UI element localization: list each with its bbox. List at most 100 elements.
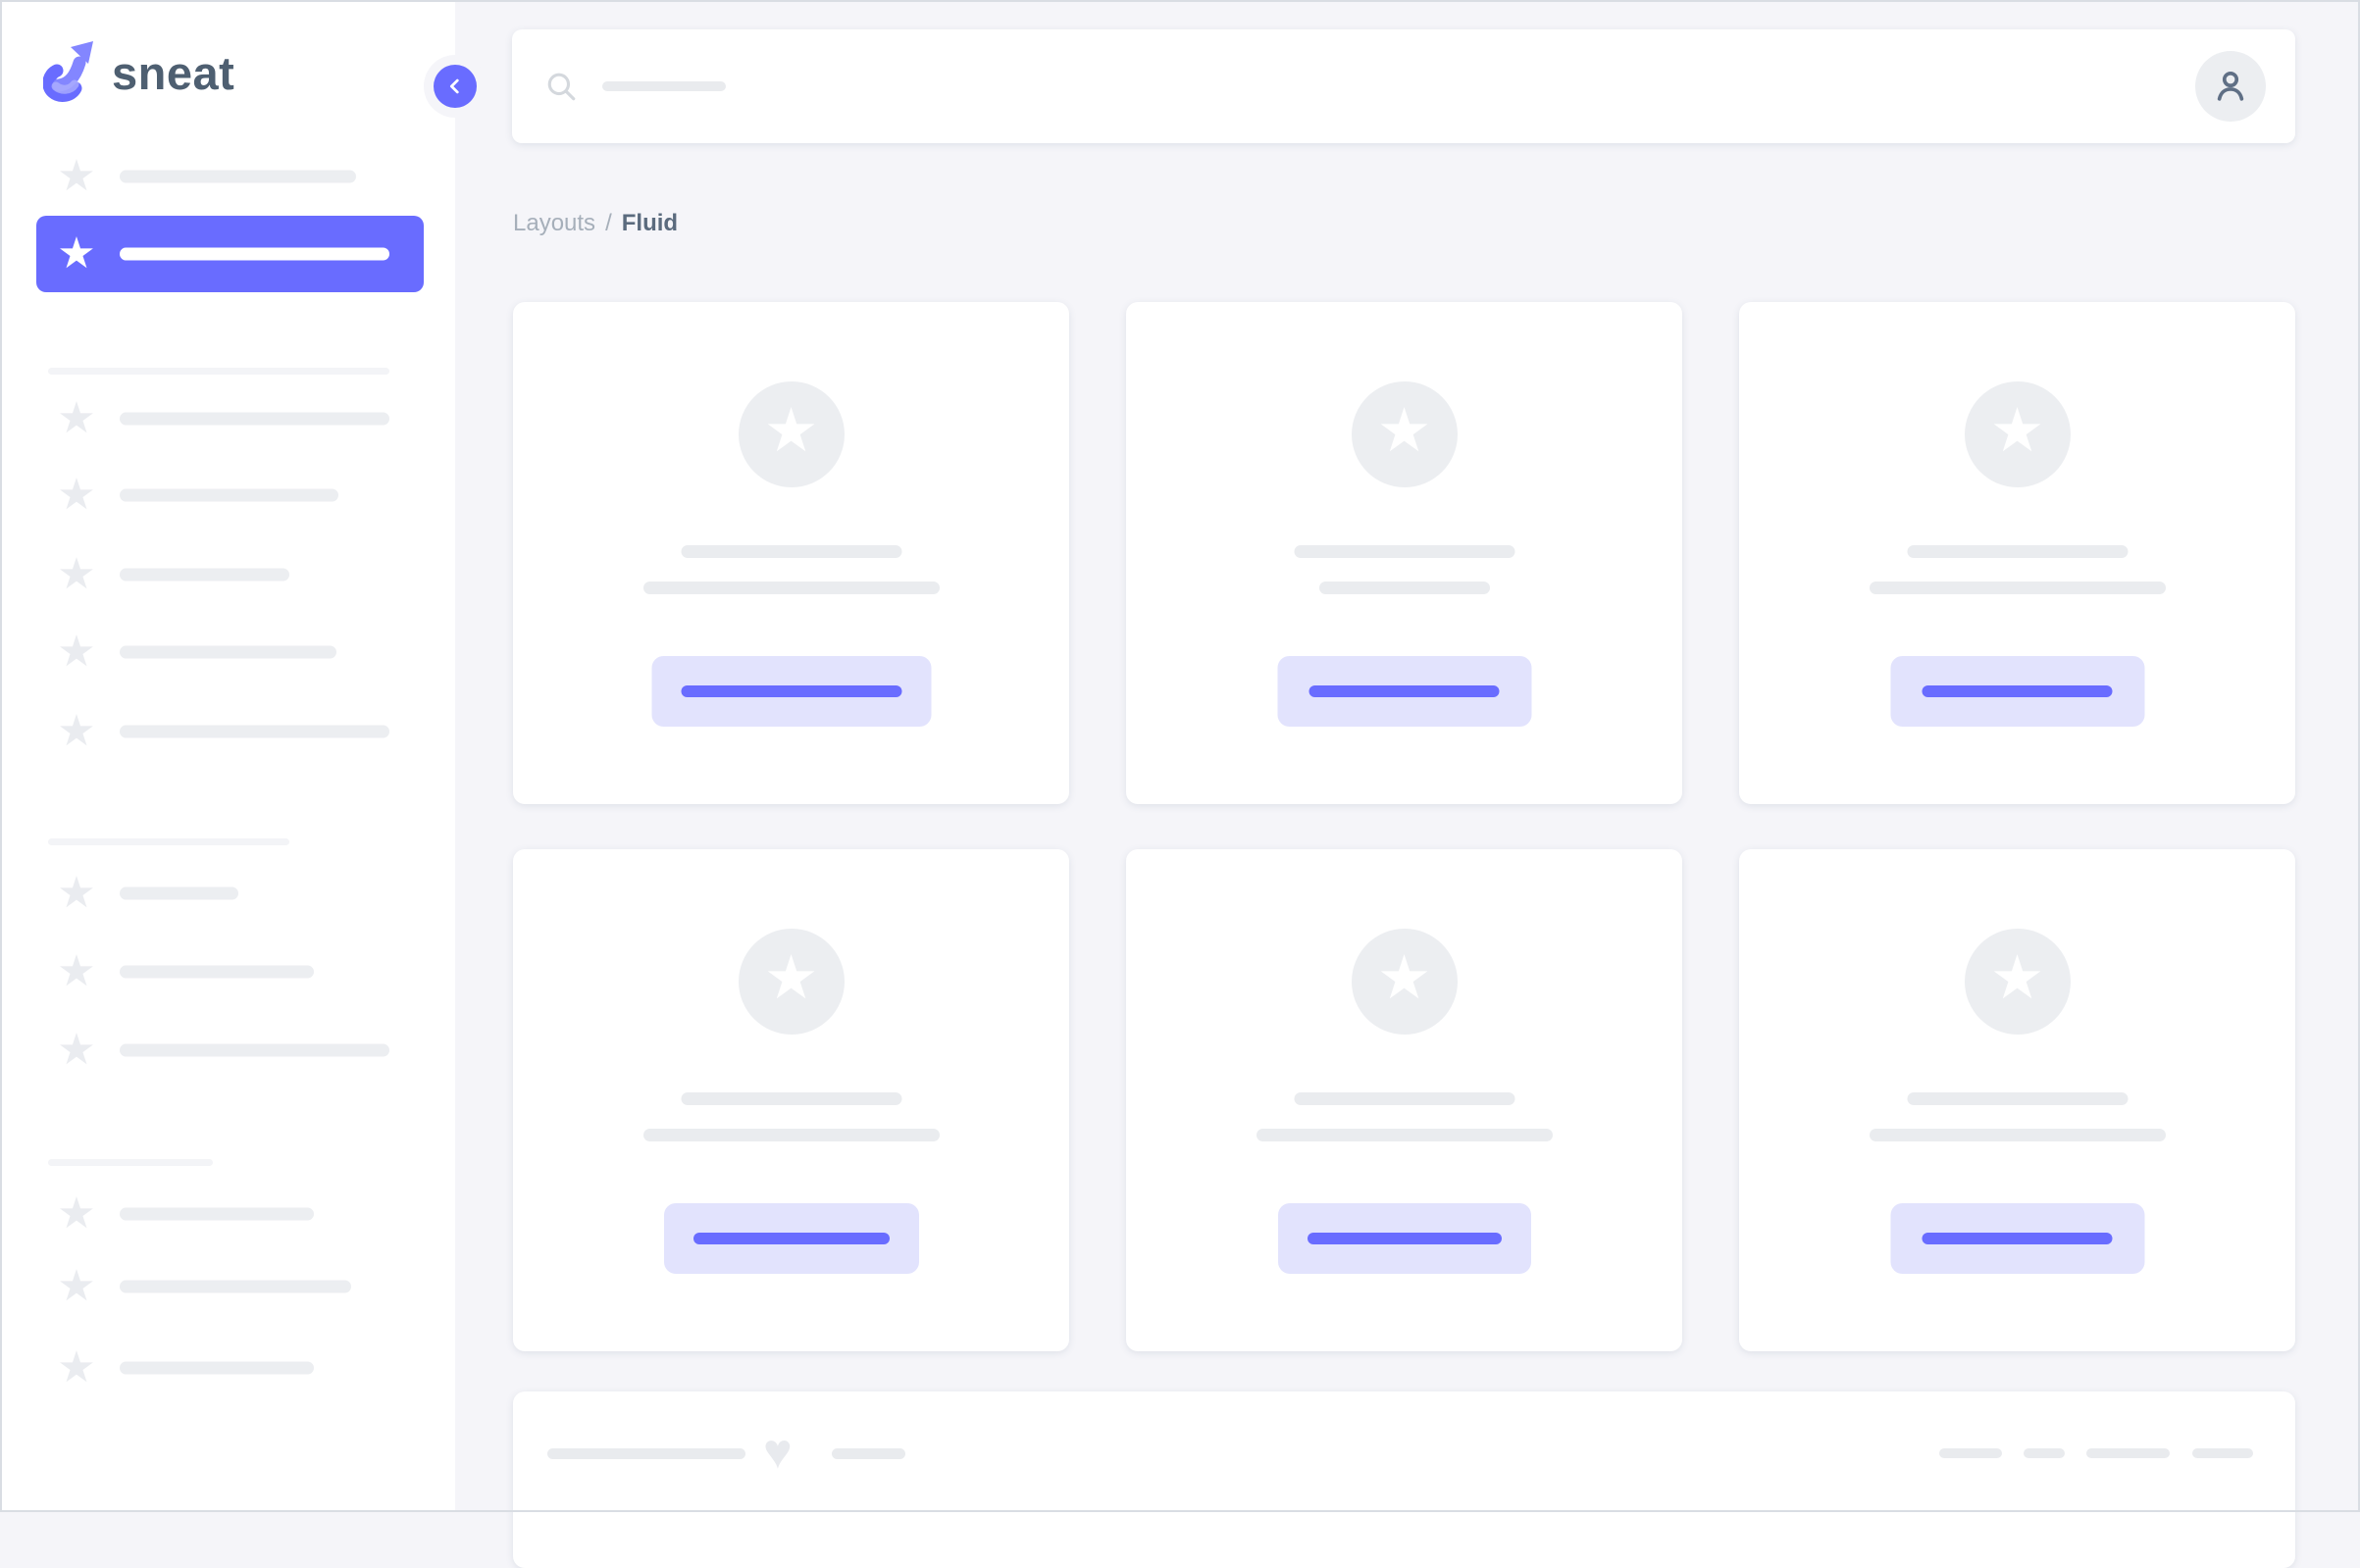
button-label-skeleton: [1307, 1233, 1502, 1244]
star-icon: ★: [1376, 944, 1432, 1012]
menu-section-divider-skeleton: [48, 368, 389, 375]
star-icon: ★: [1989, 944, 2045, 1012]
menu-item-label-skeleton: [120, 170, 356, 183]
menu-item-label-skeleton: [120, 725, 389, 738]
sidebar-menu-item[interactable]: ★: [57, 631, 400, 674]
card-title-skeleton: [1907, 1092, 2128, 1105]
top-navbar: [512, 29, 2295, 143]
sidebar-collapse-button[interactable]: [434, 65, 477, 108]
star-icon: ★: [57, 1262, 96, 1310]
card-text-skeleton: [1869, 582, 2166, 594]
layout-demo-card: ★: [1739, 302, 2295, 804]
star-icon: ★: [57, 229, 96, 278]
card-action-button[interactable]: [663, 1203, 919, 1274]
star-icon: ★: [763, 944, 819, 1012]
search-icon: [547, 73, 576, 101]
menu-item-label-skeleton: [120, 1043, 389, 1057]
layout-demo-card: ★: [513, 302, 1069, 804]
layout-demo-card: ★: [1126, 849, 1682, 1351]
sidebar-menu-item[interactable]: ★: [57, 397, 400, 440]
star-icon: ★: [57, 628, 96, 676]
sidebar-menu-item[interactable]: ★: [57, 155, 400, 198]
bottom-card-action-skeleton: [2086, 1448, 2170, 1458]
sidebar-menu: ★ ★ ★ ★ ★ ★ ★ ★ ★ ★ ★ ★ ★: [0, 0, 455, 1512]
sidebar-menu-item[interactable]: ★: [57, 950, 400, 993]
card-text-skeleton: [1256, 1129, 1553, 1141]
user-icon: [2217, 71, 2244, 101]
navbar-search[interactable]: [544, 29, 726, 143]
star-icon: ★: [1376, 397, 1432, 465]
sidebar-menu-item-active[interactable]: ★: [36, 216, 424, 292]
sidebar-menu-item[interactable]: ★: [57, 553, 400, 596]
button-label-skeleton: [1308, 685, 1500, 697]
breadcrumb-current-page: Fluid: [621, 210, 679, 236]
card-action-button[interactable]: [1890, 1203, 2144, 1274]
star-icon: ★: [1989, 397, 2045, 465]
sidebar-menu-item[interactable]: ★: [57, 1192, 400, 1236]
star-icon: ★: [57, 947, 96, 995]
card-title-skeleton: [1907, 545, 2128, 558]
menu-item-label-skeleton: [120, 1361, 314, 1375]
card-text-skeleton: [1869, 1129, 2166, 1141]
menu-item-label-skeleton: [120, 645, 336, 659]
menu-item-label-skeleton: [120, 1207, 314, 1221]
brand[interactable]: sneat: [43, 37, 234, 108]
card-grid: ★ ★ ★ ★ ★ ★: [513, 302, 2295, 1351]
card-action-button[interactable]: [651, 656, 931, 727]
breadcrumb: Layouts / Fluid: [513, 210, 678, 237]
sidebar-menu-item[interactable]: ★: [57, 1346, 400, 1390]
brand-logo-icon: [43, 41, 93, 102]
star-icon: ★: [57, 394, 96, 442]
button-label-skeleton: [693, 1233, 890, 1244]
sidebar-menu-item[interactable]: ★: [57, 710, 400, 753]
sidebar-menu-item[interactable]: ★: [57, 1265, 400, 1308]
menu-item-label-skeleton: [120, 568, 289, 582]
card-avatar-circle: ★: [738, 929, 845, 1035]
bottom-card-action-skeleton: [1939, 1448, 2002, 1458]
card-action-button[interactable]: [1277, 656, 1531, 727]
search-placeholder-skeleton: [602, 81, 726, 91]
star-icon: ★: [763, 397, 819, 465]
menu-item-label-skeleton: [120, 488, 338, 502]
card-text-skeleton: [1318, 582, 1490, 594]
card-text-skeleton: [642, 1129, 940, 1141]
sidebar-menu-item[interactable]: ★: [57, 1029, 400, 1072]
heart-icon[interactable]: ♥: [763, 1424, 793, 1479]
star-icon: ★: [57, 550, 96, 598]
bottom-card-action-skeleton: [2024, 1448, 2065, 1458]
layout-demo-card: ★: [1126, 302, 1682, 804]
layout-demo-card: ★: [1739, 849, 2295, 1351]
menu-section-divider-skeleton: [48, 1159, 213, 1166]
card-avatar-circle: ★: [1351, 381, 1458, 487]
menu-item-label-skeleton: [120, 886, 238, 900]
button-label-skeleton: [1922, 685, 2113, 697]
card-avatar-circle: ★: [1964, 381, 2071, 487]
card-avatar-circle: ★: [1964, 929, 2071, 1035]
star-icon: ★: [57, 1026, 96, 1074]
star-icon: ★: [57, 707, 96, 755]
star-icon: ★: [57, 152, 96, 200]
menu-item-label-skeleton: [120, 1280, 351, 1293]
menu-section-divider-skeleton: [48, 838, 289, 845]
card-title-skeleton: [681, 1092, 901, 1105]
bottom-card: ♥: [513, 1391, 2295, 1568]
card-action-button[interactable]: [1890, 656, 2144, 727]
bottom-card-text-skeleton: [832, 1448, 905, 1459]
breadcrumb-separator: /: [605, 210, 612, 236]
menu-item-label-skeleton: [120, 965, 314, 979]
sidebar: sneat ★ ★ ★ ★ ★ ★ ★ ★ ★ ★ ★ ★ ★: [0, 0, 477, 1512]
card-avatar-circle: ★: [738, 381, 845, 487]
sidebar-menu-item[interactable]: ★: [57, 474, 400, 517]
star-icon: ★: [57, 1189, 96, 1238]
star-icon: ★: [57, 869, 96, 917]
card-title-skeleton: [1294, 545, 1514, 558]
button-label-skeleton: [1922, 1233, 2113, 1244]
sidebar-menu-item[interactable]: ★: [57, 872, 400, 915]
layout-demo-card: ★: [513, 849, 1069, 1351]
menu-item-label-skeleton: [120, 247, 389, 261]
bottom-card-action-skeleton: [2192, 1448, 2253, 1458]
button-label-skeleton: [681, 685, 901, 697]
user-avatar[interactable]: [2195, 51, 2266, 122]
breadcrumb-link-layouts[interactable]: Layouts: [513, 210, 596, 236]
card-action-button[interactable]: [1277, 1203, 1531, 1274]
